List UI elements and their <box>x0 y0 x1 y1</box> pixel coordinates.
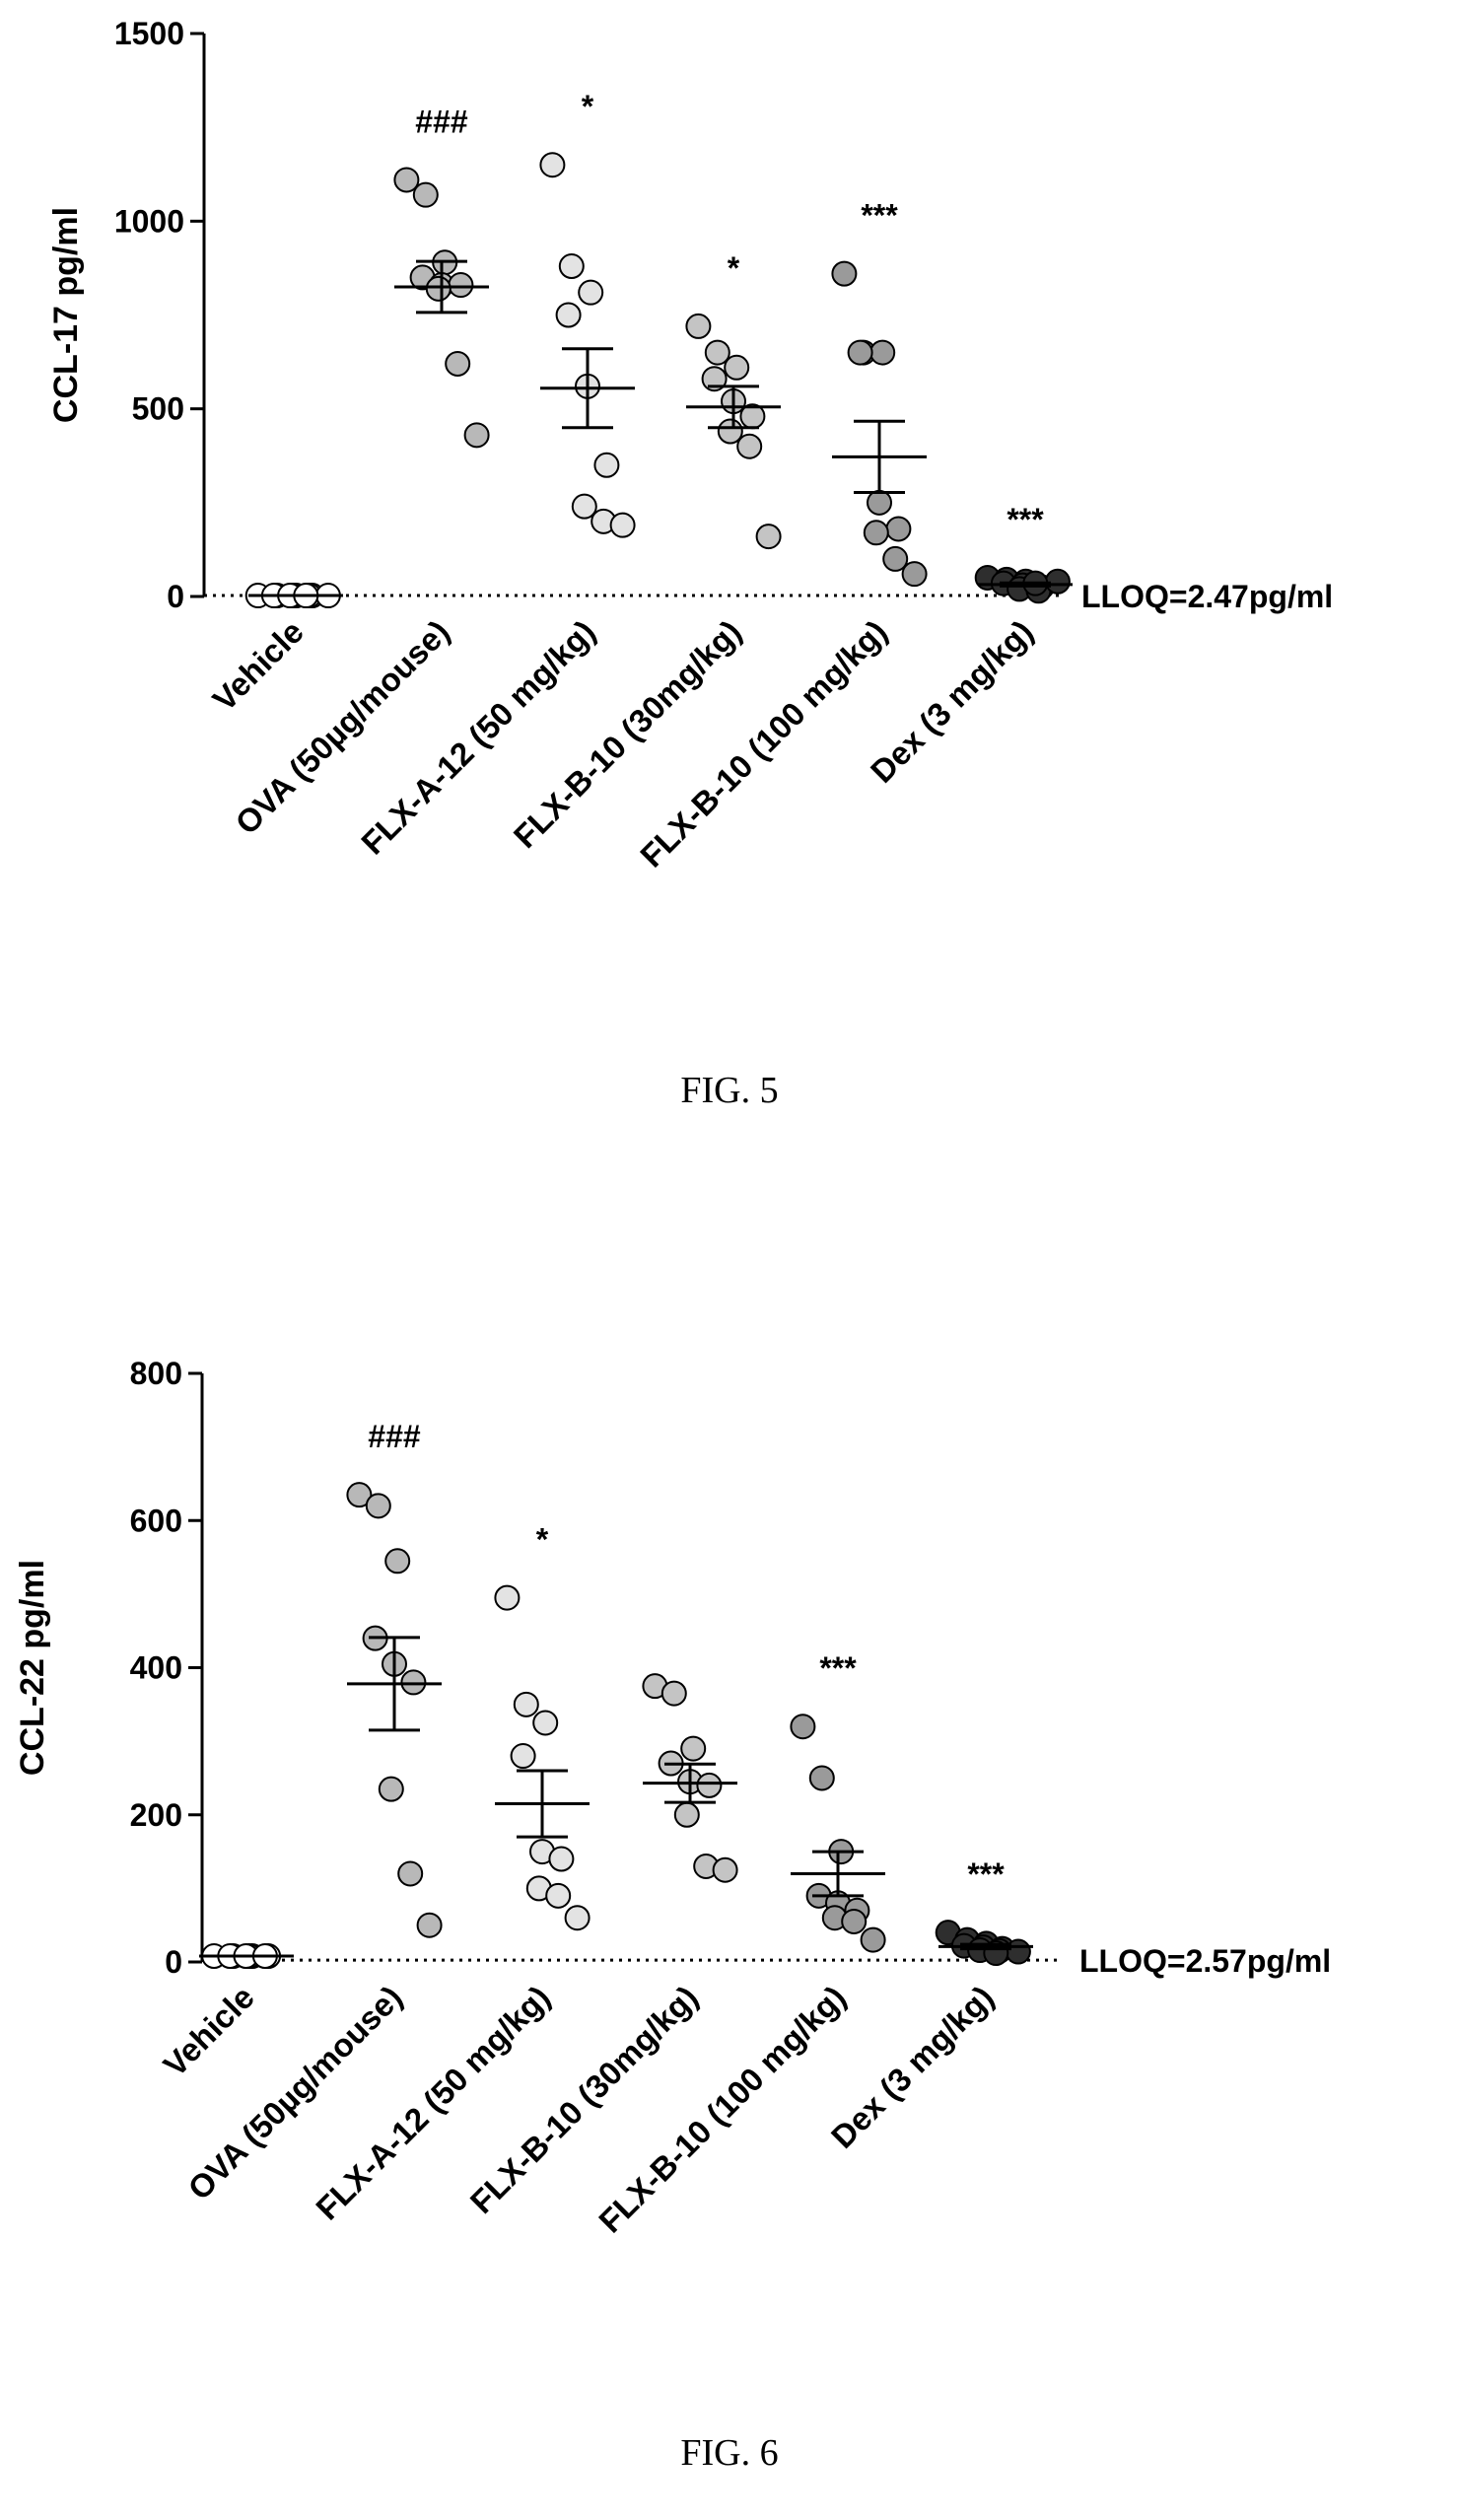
data-point <box>724 354 750 381</box>
significance-marker: ### <box>368 1419 421 1454</box>
y-tick-label: 600 <box>130 1503 182 1538</box>
lloq-label: LLOQ=2.57pg/ml <box>1079 1943 1331 1979</box>
data-point <box>860 1926 886 1953</box>
y-tick-label: 200 <box>130 1797 182 1833</box>
data-point <box>545 1882 572 1909</box>
data-point <box>869 339 896 366</box>
data-point <box>863 520 889 546</box>
data-point <box>384 1548 411 1575</box>
data-point <box>425 275 452 302</box>
y-tick-label: 400 <box>130 1650 182 1686</box>
significance-marker: * <box>536 1522 549 1558</box>
data-point <box>532 1710 559 1736</box>
data-point <box>685 313 712 339</box>
data-point <box>736 433 763 459</box>
category-label: FLX-B-10 (100 mg/kg) <box>591 1979 853 2240</box>
data-point <box>831 260 858 287</box>
data-point <box>365 1493 391 1519</box>
data-point <box>578 279 604 306</box>
category-label: Vehicle <box>156 1979 261 2084</box>
data-point <box>717 418 743 445</box>
data-point <box>448 272 474 299</box>
data-point <box>593 452 620 478</box>
y-tick-label: 800 <box>130 1356 182 1391</box>
data-point <box>494 1584 521 1611</box>
significance-marker: *** <box>967 1856 1005 1892</box>
fig6-chart: LLOQ=2.57pg/ml 0 200 400 600 800 CCL-22 pg/ml V… <box>14 1356 1331 2474</box>
data-point <box>841 1908 868 1934</box>
data-point <box>555 302 582 328</box>
figure-caption: FIG. 5 <box>680 1070 778 1111</box>
data-point <box>513 1691 539 1717</box>
data-point <box>1044 568 1071 595</box>
data-point <box>847 339 873 366</box>
data-point <box>901 561 928 588</box>
data-point <box>885 516 912 542</box>
y-tick-label: 0 <box>167 579 184 614</box>
data-point <box>416 1912 443 1938</box>
category-label: FLX-A-12 (50 mg/kg) <box>354 613 602 862</box>
data-point <box>571 493 597 520</box>
data-point <box>463 422 490 449</box>
data-point <box>609 512 636 538</box>
y-axis-label: CCL-17 pg/ml <box>47 207 85 423</box>
data-point <box>696 1772 723 1798</box>
significance-marker: *** <box>1007 502 1044 537</box>
significance-marker: *** <box>819 1650 857 1686</box>
data-point <box>867 489 892 516</box>
lloq-label: LLOQ=2.47pg/ml <box>1081 579 1333 614</box>
y-tick-label: 0 <box>165 1944 182 1980</box>
y-tick-label: 500 <box>132 391 184 427</box>
data-point <box>558 253 585 280</box>
data-point <box>397 1860 424 1887</box>
data-point <box>564 1905 591 1931</box>
y-axis-label: CCL-22 pg/ml <box>14 1560 51 1776</box>
significance-marker: *** <box>861 198 898 234</box>
data-point <box>378 1776 404 1802</box>
data-point <box>790 1714 816 1740</box>
figure-caption: FIG. 6 <box>680 2432 778 2474</box>
fig5-chart: LLOQ=2.47pg/ml 0 500 1000 1500 CCL-17 pg/ml Ve… <box>47 16 1333 1111</box>
data-point <box>393 167 420 193</box>
data-point <box>712 1856 738 1883</box>
category-label: FLX-B-10 (100 mg/kg) <box>633 613 894 875</box>
data-point <box>539 152 566 178</box>
data-point <box>680 1735 707 1762</box>
data-point <box>510 1743 536 1770</box>
y-tick-label: 1000 <box>114 203 184 239</box>
data-point <box>673 1801 700 1828</box>
significance-marker: ### <box>415 104 468 139</box>
category-label: Vehicle <box>205 613 311 719</box>
data-point <box>701 366 728 392</box>
data-point <box>704 339 730 366</box>
data-point <box>808 1765 835 1791</box>
data-point <box>445 350 471 377</box>
data-point <box>755 524 782 550</box>
data-point <box>660 1680 687 1707</box>
data-point <box>346 1482 373 1508</box>
significance-marker: * <box>582 89 594 124</box>
significance-marker: * <box>728 250 740 286</box>
data-point <box>882 545 909 572</box>
data-point <box>412 181 439 208</box>
y-tick-label: 1500 <box>114 16 184 51</box>
data-point <box>548 1846 575 1872</box>
